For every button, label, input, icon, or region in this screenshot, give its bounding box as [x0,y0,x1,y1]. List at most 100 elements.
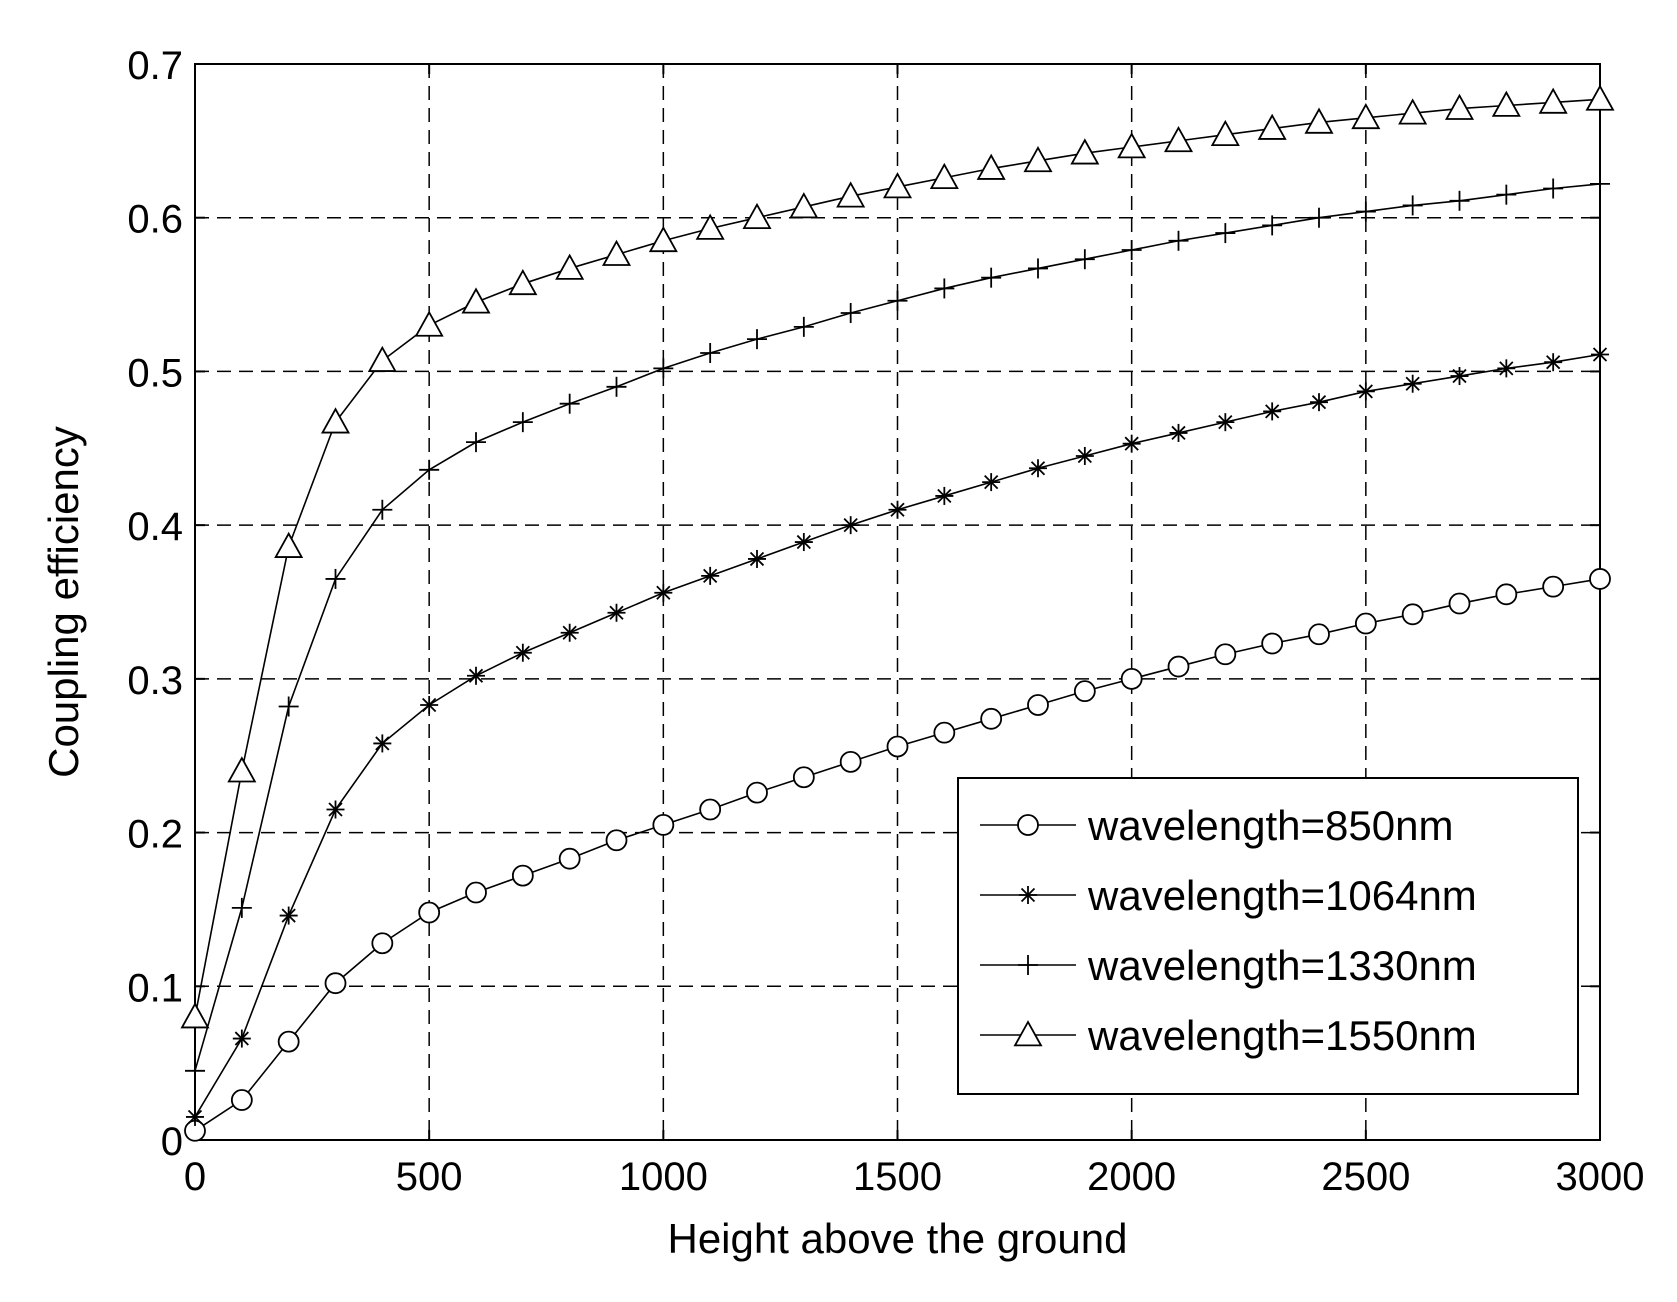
data-point-star [1075,446,1094,465]
x-tick-label: 3000 [1556,1155,1645,1199]
x-tick-label: 1000 [619,1155,708,1199]
data-point-plus [1215,223,1236,244]
data-point-star [841,516,860,535]
data-point-plus [747,329,767,350]
data-point-triangle [1304,107,1334,134]
data-point-star [279,906,298,925]
data-point-triangle [1444,93,1475,120]
data-point-circle [1354,612,1377,635]
y-tick-label: 0.6 [127,198,183,242]
y-axis-title: Coupling efficiency [40,426,87,778]
data-point-triangle [555,253,585,280]
legend-entry: wavelength=1550nm [980,1012,1477,1059]
data-point-star [701,566,720,585]
data-point-star [935,486,954,505]
legend-marker-star [1019,886,1037,904]
data-point-circle [839,750,862,773]
data-point-circle [1027,694,1049,716]
data-point-plus [325,568,346,589]
data-point-triangle [929,162,959,190]
data-point-star [1216,413,1235,432]
y-tick-label: 0 [161,1120,183,1164]
data-point-star [748,549,766,568]
data-point-circle [1073,680,1096,703]
data-point-plus [559,393,580,414]
data-point-triangle [882,172,913,199]
data-point-triangle [274,531,304,558]
data-point-circle [1542,575,1565,598]
x-tick-label: 2000 [1087,1155,1176,1199]
data-point-star [888,500,907,519]
data-point-triangle [180,1002,210,1029]
data-point-star [560,623,579,642]
data-point-circle [324,972,347,995]
legend-marker-triangle [1013,1020,1043,1047]
data-point-triangle [1023,145,1053,173]
data-point-circle [1261,632,1284,655]
data-point-star [513,643,532,662]
data-point-triangle [648,225,678,253]
data-point-triangle [742,202,772,230]
legend-marker-plus [1018,955,1038,975]
data-point-triangle [320,407,351,434]
data-point-triangle [1257,113,1287,140]
data-point-plus [840,303,861,324]
data-point-plus [1028,258,1048,279]
data-point-triangle [976,153,1006,180]
data-point-circle [886,735,909,758]
legend-entry: wavelength=1330nm [980,942,1477,989]
data-point-plus [1168,230,1189,251]
data-point-triangle [367,345,397,372]
data-point-triangle [789,192,819,219]
y-tick-label: 0.2 [127,813,183,857]
data-point-plus [419,459,440,480]
data-point-triangle [461,287,491,314]
legend-entry: wavelength=850nm [980,802,1453,849]
axis-ticks [194,63,1601,1141]
data-point-triangle [414,310,444,337]
data-point-circle [605,829,628,852]
data-point-star [326,800,345,819]
data-point-plus [1402,195,1423,216]
data-point-plus [1449,190,1470,211]
data-point-triangle [1538,87,1568,114]
data-point-circle [1308,623,1330,646]
data-point-plus [372,499,393,520]
data-point-circle [418,901,441,924]
data-point-circle [980,707,1003,730]
data-point-triangle [1117,132,1147,159]
data-point-star [1591,345,1609,364]
series-star [186,345,1609,1126]
y-tick-label: 0.7 [127,44,183,88]
data-point-circle [277,1030,300,1053]
data-point-triangle [1210,119,1240,147]
data-point-plus [1262,215,1283,236]
data-point-circle [1120,667,1143,690]
data-point-plus [278,696,299,717]
y-tick-label: 0.4 [127,505,183,549]
data-point-star [467,666,485,685]
data-point-circle [465,881,487,904]
data-point-triangle [1398,98,1428,125]
data-point-star [1356,382,1375,401]
y-tick-label: 0.5 [127,351,183,395]
series-circle [184,568,1611,1142]
data-point-circle [699,798,722,821]
legend-label: wavelength=1550nm [1087,1012,1477,1059]
data-point-star [1403,374,1422,393]
data-point-plus [981,267,1002,288]
data-point-star [232,1029,251,1048]
data-point-plus [1121,239,1142,260]
data-point-circle [511,864,534,887]
data-point-circle [230,1089,253,1111]
data-point-star [607,603,626,622]
data-point-circle [1401,603,1424,626]
y-axis-tick-labels: 0 0.1 0.2 0.3 0.4 0.5 0.6 0.7 [127,44,183,1164]
data-point-plus [1074,249,1095,270]
data-point-triangle [836,181,866,208]
x-tick-label: 500 [396,1155,463,1199]
x-tick-label: 2500 [1321,1155,1410,1199]
data-point-star [186,1107,204,1126]
data-point-star [1029,459,1047,478]
